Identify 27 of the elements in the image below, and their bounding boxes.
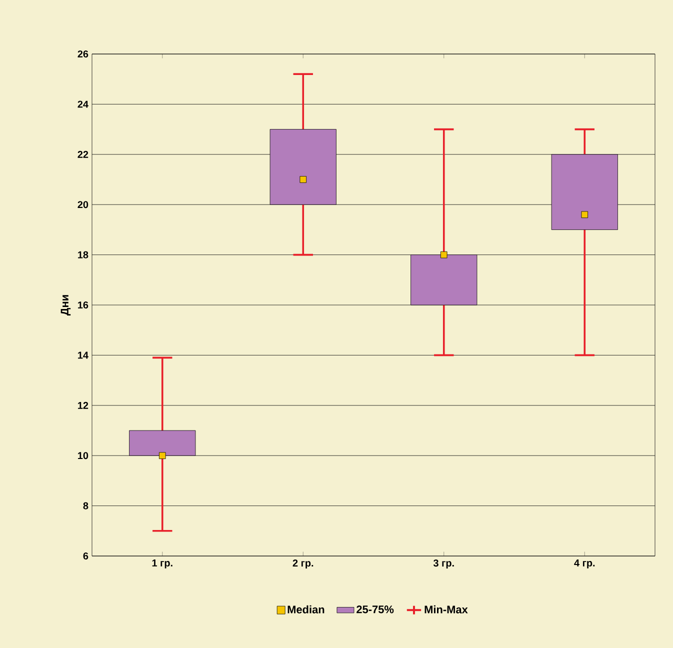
y-tick-label: 10	[78, 452, 88, 460]
y-tick-label: 16	[78, 301, 88, 309]
bar	[551, 154, 618, 230]
bar	[129, 430, 196, 456]
point	[158, 452, 166, 459]
bar	[270, 129, 336, 205]
legend-label: Median	[288, 605, 324, 614]
x-tick-label: 2 гр.	[292, 560, 314, 569]
x-tick-label: 3 гр.	[433, 560, 454, 569]
y-tick-label: 18	[78, 251, 88, 258]
y-tick-label: 22	[78, 150, 88, 158]
y-axis-title: Дни	[60, 295, 71, 316]
y-tick-label: 8	[83, 502, 88, 510]
x-tick-label: 4 гр.	[574, 560, 595, 568]
y-tick-label: 12	[78, 402, 88, 409]
y-tick-label: 14	[78, 352, 88, 359]
text: Min-Max	[424, 605, 468, 614]
y-tick-label: 26	[78, 50, 88, 58]
y-tick-label: 24	[78, 100, 88, 108]
bar	[410, 254, 478, 306]
y-tick-label: 6	[83, 552, 88, 560]
point	[440, 251, 448, 258]
point	[300, 176, 307, 183]
point	[581, 211, 588, 218]
y-tick-label: 20	[78, 201, 88, 208]
legend-label: 25-75%	[356, 606, 394, 614]
x-tick-label: 1 гр.	[152, 560, 172, 568]
